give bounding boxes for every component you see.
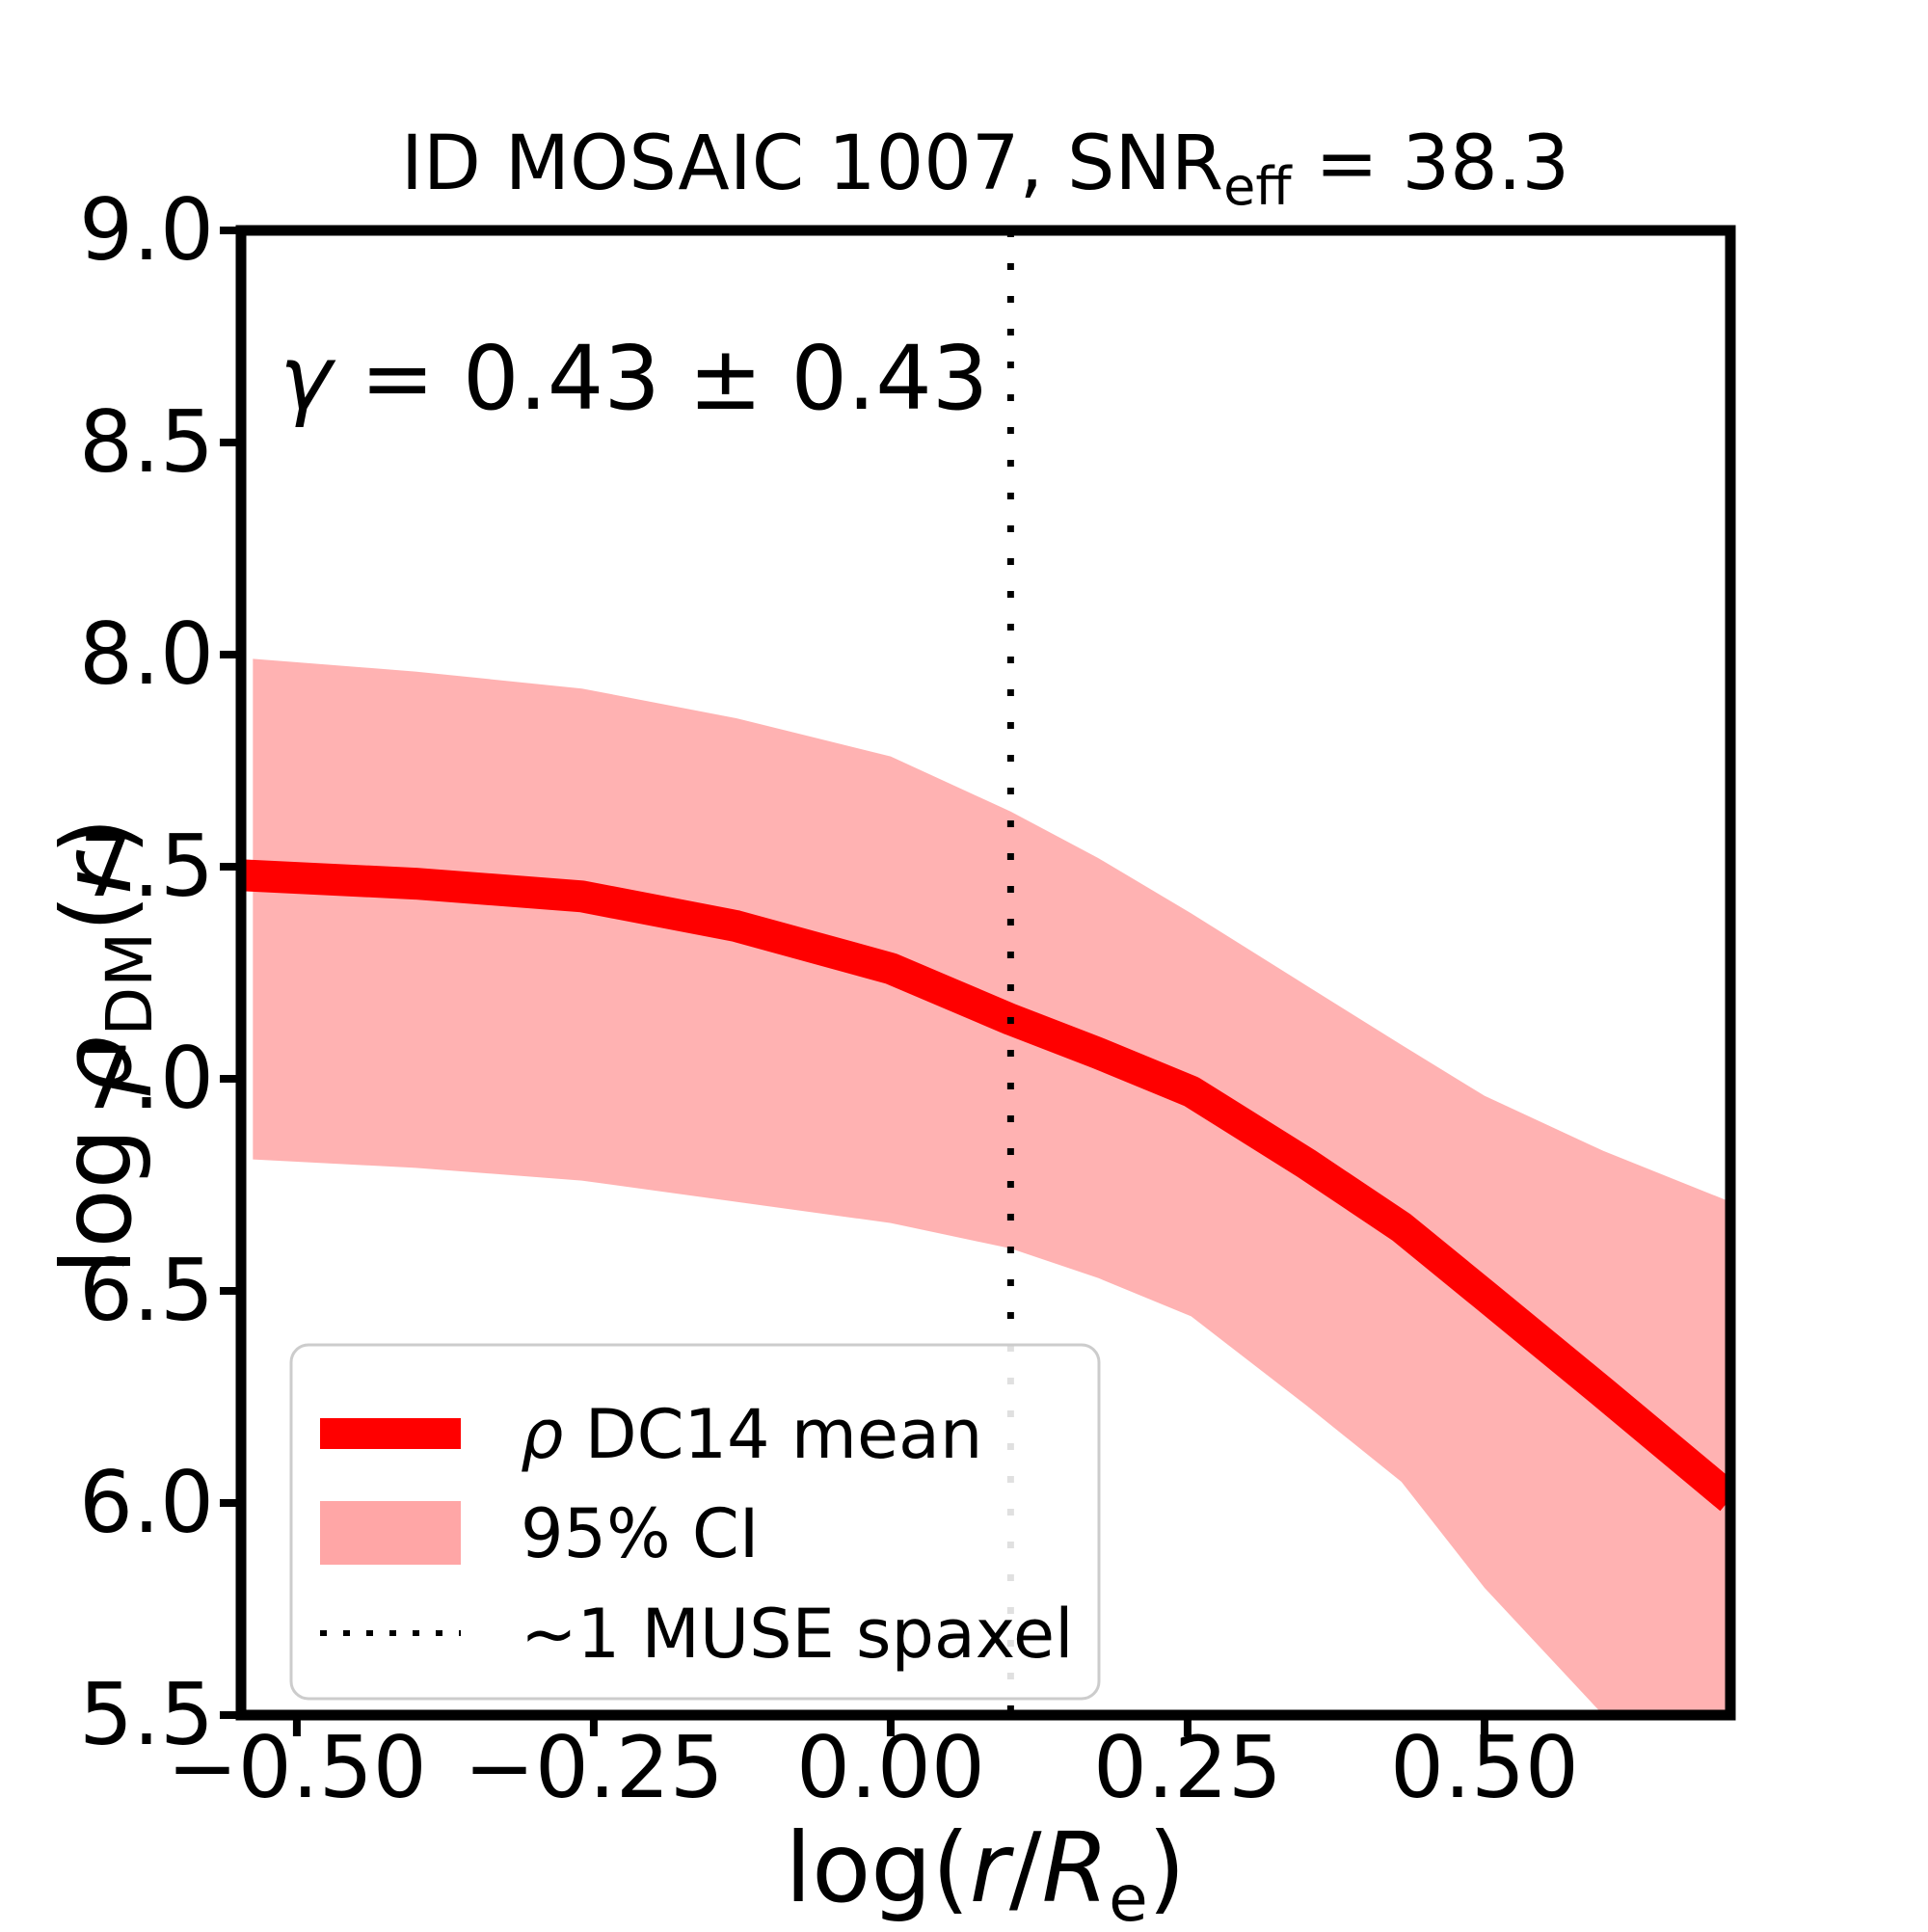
y-tick-label: 7.5 (79, 817, 214, 916)
xlabel-sub-e: e (1109, 1862, 1148, 1928)
gamma-symbol: γ (280, 327, 336, 430)
y-tick-label: 6.5 (79, 1241, 214, 1340)
xlabel-r: r (970, 1811, 1015, 1924)
y-tick-label: 8.0 (79, 604, 214, 704)
y-axis-label: log ρDM(r) (40, 818, 167, 1275)
plot-area: γ = 0.43 ± 0.43 ρ DC14 mean 95% CI ~1 MU… (79, 180, 1736, 1817)
chart-title-suffix: = 38.3 (1292, 121, 1570, 207)
ci-band (253, 658, 1730, 1715)
legend-ci-label: 95% CI (521, 1494, 759, 1573)
x-tick-label: 0.25 (1093, 1718, 1282, 1817)
gamma-value: = 0.43 ± 0.43 (332, 327, 988, 430)
y-tick-label: 7.0 (79, 1029, 214, 1128)
ylabel-rho: ρ (40, 1036, 153, 1097)
y-tick-label: 6.0 (79, 1453, 214, 1552)
legend-mean-text: DC14 mean (563, 1395, 982, 1474)
y-tick-label: 9.0 (79, 180, 214, 280)
chart-title-prefix: ID MOSAIC 1007, SNR (401, 121, 1223, 207)
xlabel-slash: / (1009, 1811, 1042, 1924)
legend-spaxel-label: ~1 MUSE spaxel (521, 1595, 1074, 1674)
gamma-annotation: γ = 0.43 ± 0.43 (280, 327, 988, 430)
y-tick-label: 5.5 (79, 1665, 214, 1764)
x-axis-label: log(r/Re) (785, 1811, 1185, 1928)
mean-line (241, 859, 1730, 1512)
x-tick-label: −0.25 (464, 1718, 724, 1817)
legend: ρ DC14 mean 95% CI ~1 MUSE spaxel (289, 1343, 1101, 1701)
x-tick-label: 0.00 (796, 1718, 985, 1817)
x-tick-label: −0.50 (167, 1718, 427, 1817)
x-axis: −0.50 −0.25 0.00 0.25 0.50 (167, 1715, 1579, 1817)
legend-ci-swatch (320, 1501, 461, 1565)
chart-title-subscript: eff (1223, 156, 1293, 217)
y-tick-label: 8.5 (79, 392, 214, 492)
ylabel-open: ( (40, 895, 153, 932)
xlabel-close: ) (1148, 1811, 1186, 1924)
ylabel-r: r (40, 849, 153, 895)
legend-rho-symbol: ρ (521, 1395, 563, 1474)
legend-box (289, 1343, 1101, 1701)
ylabel-close: ) (40, 818, 153, 855)
xlabel-log: log( (785, 1811, 969, 1924)
chart-title: ID MOSAIC 1007, SNReff = 38.3 (401, 121, 1569, 217)
xlabel-R: R (1042, 1811, 1109, 1924)
y-axis: 9.0 8.5 8.0 7.5 7.0 6.5 6.0 5.5 (79, 180, 241, 1764)
axis-frame (235, 225, 1736, 1721)
x-tick-label: 0.50 (1390, 1718, 1579, 1817)
legend-mean-label: ρ DC14 mean (521, 1395, 982, 1474)
ylabel-log: log (40, 1097, 153, 1275)
ylabel-sub-DM: DM (93, 932, 167, 1036)
